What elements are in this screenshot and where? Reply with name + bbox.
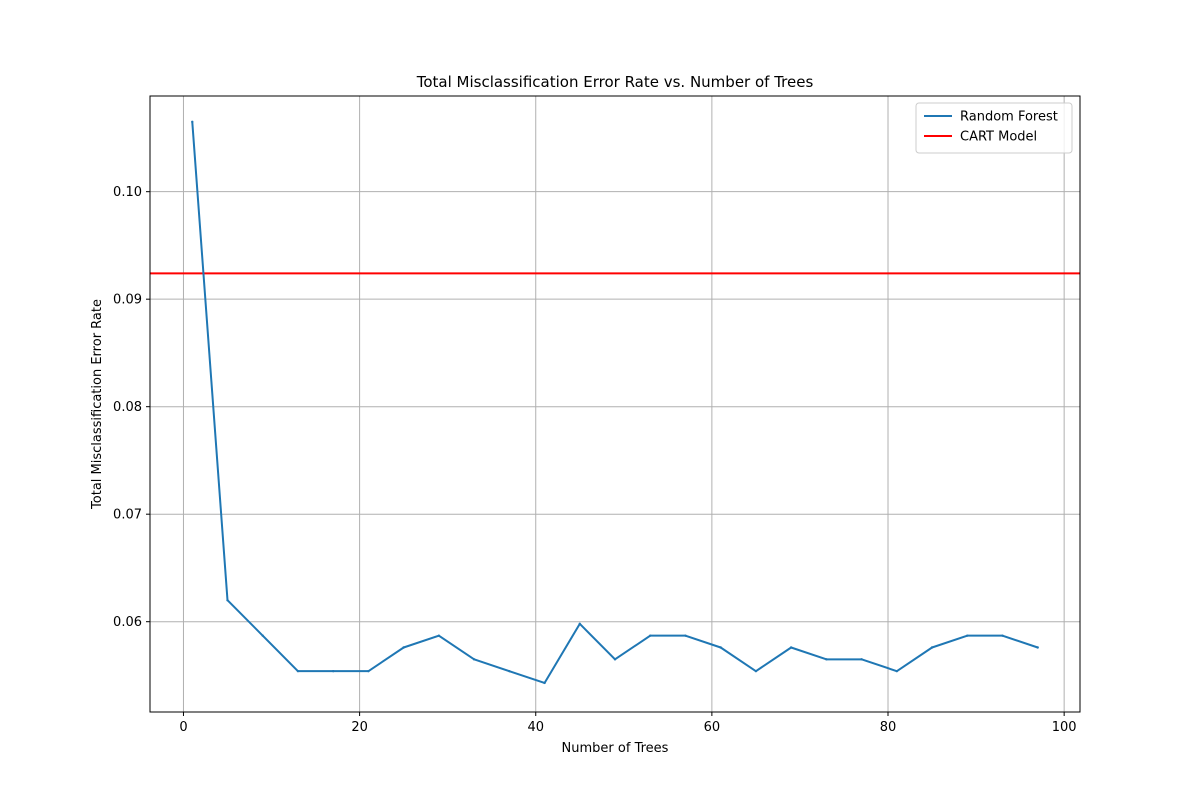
y-tick-label: 0.06 xyxy=(113,615,142,630)
plot-area xyxy=(150,120,1080,685)
data-point xyxy=(472,658,476,661)
data-point xyxy=(508,669,511,673)
data-point xyxy=(578,622,581,626)
data-point xyxy=(895,669,899,673)
data-point xyxy=(331,669,335,673)
data-point xyxy=(860,658,863,661)
y-tick-label: 0.07 xyxy=(113,508,142,523)
x-tick-label: 100 xyxy=(1052,720,1077,735)
axes-frame xyxy=(149,95,1081,713)
y-tick-label: 0.10 xyxy=(113,185,142,200)
data-point xyxy=(296,669,300,673)
data-point xyxy=(226,598,229,602)
x-tick-label: 20 xyxy=(351,720,368,735)
data-point xyxy=(754,669,758,673)
data-point xyxy=(684,634,687,637)
data-point xyxy=(613,658,617,661)
data-point xyxy=(1001,634,1004,637)
data-point xyxy=(543,681,546,685)
data-point xyxy=(649,634,652,637)
legend-box xyxy=(915,102,1073,154)
data-point xyxy=(825,658,828,661)
legend-label-random-forest: Random Forest xyxy=(960,110,1058,125)
data-point xyxy=(719,646,722,649)
chart-title: Total Misclassification Error Rate vs. N… xyxy=(416,73,814,91)
x-tick-label: 40 xyxy=(527,720,544,735)
data-point xyxy=(261,634,264,637)
data-point xyxy=(191,120,194,124)
data-point xyxy=(437,634,441,637)
data-point xyxy=(789,646,793,649)
legend-label-cart-model: CART Model xyxy=(960,130,1037,145)
ticks: 0 20 40 60 80 100 0.06 0.07 0.08 0.09 0.10 xyxy=(113,185,1077,735)
x-tick-label: 0 xyxy=(179,720,187,735)
data-point xyxy=(966,634,969,637)
y-tick-label: 0.08 xyxy=(113,400,142,415)
x-tick-label: 60 xyxy=(704,720,721,735)
data-point xyxy=(1036,646,1039,649)
data-point xyxy=(367,669,370,673)
y-tick-label: 0.09 xyxy=(113,293,142,308)
data-point xyxy=(402,646,405,649)
x-tick-label: 80 xyxy=(880,720,897,735)
legend: Random Forest CART Model xyxy=(915,102,1073,154)
data-point xyxy=(930,646,934,649)
y-axis-label: Total Misclassification Error Rate xyxy=(90,299,105,510)
x-axis-label: Number of Trees xyxy=(562,741,669,756)
grid xyxy=(150,96,1080,712)
